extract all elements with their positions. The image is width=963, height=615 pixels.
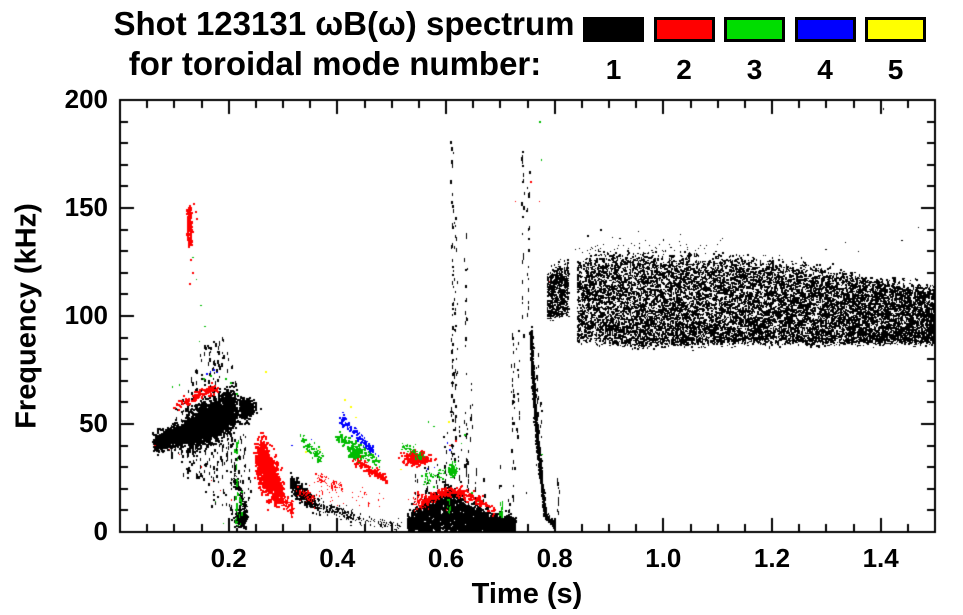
legend-label-n2: 2 [676, 54, 692, 85]
legend-swatch-n1 [583, 17, 644, 42]
x-tick-label: 0.2 [210, 543, 247, 573]
x-tick-label: 0.4 [319, 543, 356, 573]
y-tick-label: 50 [79, 408, 108, 438]
x-tick-label: 1.2 [753, 543, 791, 573]
y-axis-title: Frequency (kHz) [10, 203, 43, 429]
legend-label-n5: 5 [887, 54, 904, 85]
legend-label-n1: 1 [605, 54, 622, 85]
legend-swatch-n3 [724, 17, 785, 42]
legend-label-n4: 4 [817, 54, 833, 85]
y-tick-label: 200 [64, 84, 108, 114]
x-tick-label: 0.8 [536, 543, 573, 573]
x-tick-label: 0.6 [427, 543, 465, 573]
figure-title-line2: for toroidal mode number: [128, 45, 542, 82]
legend-swatch-n2 [653, 17, 715, 42]
legend-label-n3: 3 [746, 54, 763, 85]
legend-swatch-n5 [865, 17, 926, 42]
y-tick-label: 0 [93, 516, 108, 546]
y-tick-label: 150 [64, 192, 108, 222]
x-axis-title: Time (s) [471, 578, 583, 610]
figure-title-line1: Shot 123131 ωB(ω) spectrum [113, 5, 575, 42]
y-tick-label: 100 [64, 300, 108, 330]
x-tick-label: 1.4 [862, 543, 899, 573]
legend-swatch-n4 [794, 17, 856, 42]
x-tick-label: 1.0 [645, 543, 682, 573]
